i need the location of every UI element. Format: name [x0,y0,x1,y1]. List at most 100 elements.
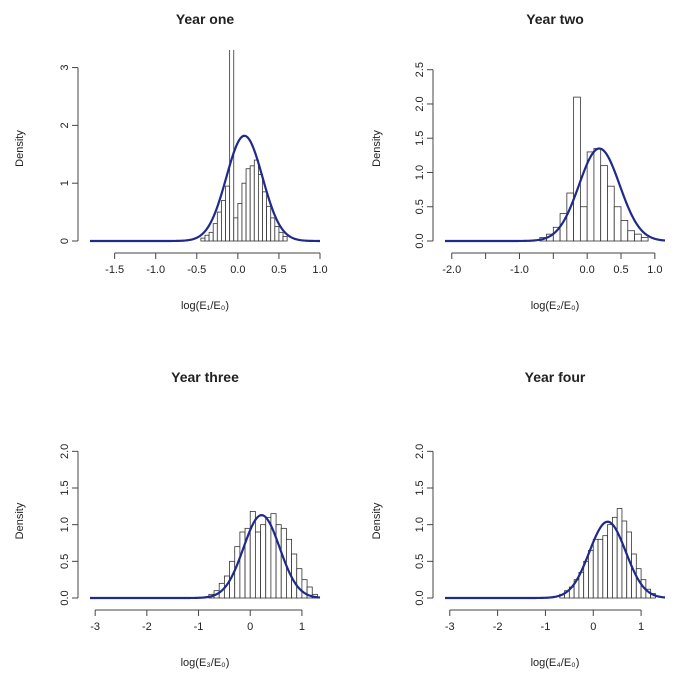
histogram-bar [266,205,272,242]
histogram-bar [262,191,268,242]
x-axis-label: log(E₁/E₀) [181,300,229,312]
histogram-bar [306,586,313,599]
histogram-bar [592,538,599,599]
x-tick-label: 0.5 [613,264,628,276]
panel-2: Year two -2.0 -1.0 0.0 0.5 1.0 log(E₂/E₀) 0.0 0.… [371,11,666,312]
histogram-bar [245,168,251,242]
x-tick-label: -0.5 [187,264,206,276]
histogram-bar [234,546,241,599]
histogram-bar [204,234,210,242]
histogram-bar [573,96,581,242]
histogram-bar [275,524,282,599]
y-tick-label: 0.0 [414,233,426,248]
y-tick-label: 0.5 [59,554,71,569]
x-tick-label: -2 [142,621,152,633]
x-tick-label: -1.0 [510,264,529,276]
histogram-bar [225,185,231,242]
histogram-bar [270,217,276,242]
x-tick-label: -3 [90,621,100,633]
histogram-bar [616,508,623,599]
x-axis: -2.0 -1.0 0.0 0.5 1.0 [442,252,662,276]
y-tick-label: 2.5 [414,62,426,77]
histogram-bar [254,531,261,599]
histogram-bar [296,568,303,599]
x-axis: -3 -2 -1 0 1 [90,609,305,633]
panel-4: Year four -3 -2 -1 0 1 log(E₄/E₀) 0.0 0.5 1.0 1.5 2… [371,369,666,669]
histogram-bars [200,50,288,242]
y-axis: 0.0 0.5 1.0 1.5 2.0 [414,444,434,606]
density-curve [445,147,666,243]
histogram-bars [539,96,649,242]
x-tick-label: 1 [638,621,644,633]
histogram-bar [208,231,214,242]
density-curve [445,520,666,600]
histogram-bar [620,220,629,242]
y-axis: 0.0 0.5 1.0 1.5 2.0 [59,444,79,606]
histogram-bar [621,520,628,599]
histogram-bar [241,182,247,242]
histogram-bars [559,508,656,599]
y-tick-label: 3 [59,65,71,71]
histogram-bar [634,233,642,242]
y-tick-label: 2.0 [414,444,426,459]
x-tick-label: -1.0 [146,264,165,276]
x-tick-label: 0 [590,621,596,633]
y-axis-label: Density [371,502,383,539]
histogram-bar [253,159,259,242]
histogram-bar [278,231,284,242]
y-axis-label: Density [371,130,383,167]
histogram-bar [640,237,649,242]
panel-title: Year one [176,11,235,27]
y-tick-label: 1.5 [414,131,426,146]
histogram-bar [239,531,246,599]
y-axis: 0 1 2 3 [59,65,79,244]
x-axis-label: log(E₄/E₀) [531,657,580,669]
density-curve [90,514,321,600]
x-axis: -1.5 -1.0 -0.5 0.0 0.5 1.0 [105,252,328,276]
histogram-bar [249,165,255,242]
histogram-bar [597,538,604,599]
histogram-bar [586,151,595,242]
histogram-bar [229,50,235,242]
y-axis-label: Density [14,130,26,167]
histogram-bar [607,185,615,242]
x-tick-label: 0.5 [271,264,286,276]
histogram-bar [233,217,239,242]
histogram-bar [602,535,609,599]
x-tick-label: 1.0 [312,264,327,276]
y-tick-label: 2.0 [414,96,426,111]
histogram-bar [291,553,298,599]
density-curve [90,134,320,243]
x-tick-label: -2 [493,621,503,633]
y-tick-label: 0.5 [414,554,426,569]
y-tick-label: 0 [59,238,71,244]
panel-1: Year one -1.5 -1.0 -0.5 0.0 0.5 1.0 log(E₁/E₀) 0… [14,11,328,312]
x-tick-label: 1.0 [647,264,662,276]
x-axis-label: log(E₃/E₀) [181,657,230,669]
x-tick-label: 0.0 [580,264,595,276]
y-tick-label: 1.0 [414,517,426,532]
y-tick-label: 1.0 [59,517,71,532]
x-tick-label: -2.0 [442,264,461,276]
x-axis: -3 -2 -1 0 1 [445,609,644,633]
y-tick-label: 1 [59,180,71,186]
y-tick-label: 0.5 [414,199,426,214]
x-tick-label: 0.0 [230,264,245,276]
histogram-bar [579,206,588,242]
x-axis-label: log(E₂/E₀) [531,300,580,312]
histogram-bar [200,237,206,242]
histogram-bar [257,174,263,242]
histogram-bar [237,203,243,242]
panel-title: Year two [526,11,584,27]
panel-title: Year four [525,369,586,385]
y-tick-label: 0.0 [414,590,426,605]
y-tick-label: 1.0 [414,165,426,180]
histogram-bar [274,226,280,242]
histogram-bar [212,223,218,242]
x-tick-label: -1 [541,621,551,633]
histogram-bar [221,200,226,242]
panel-3: Year three -3 -2 -1 0 1 log(E₃/E₀) 0.0 0.5 1.0 1.5… [14,369,321,669]
y-tick-label: 2.0 [59,444,71,459]
y-tick-label: 1.5 [59,480,71,495]
histogram-bar [627,230,635,242]
